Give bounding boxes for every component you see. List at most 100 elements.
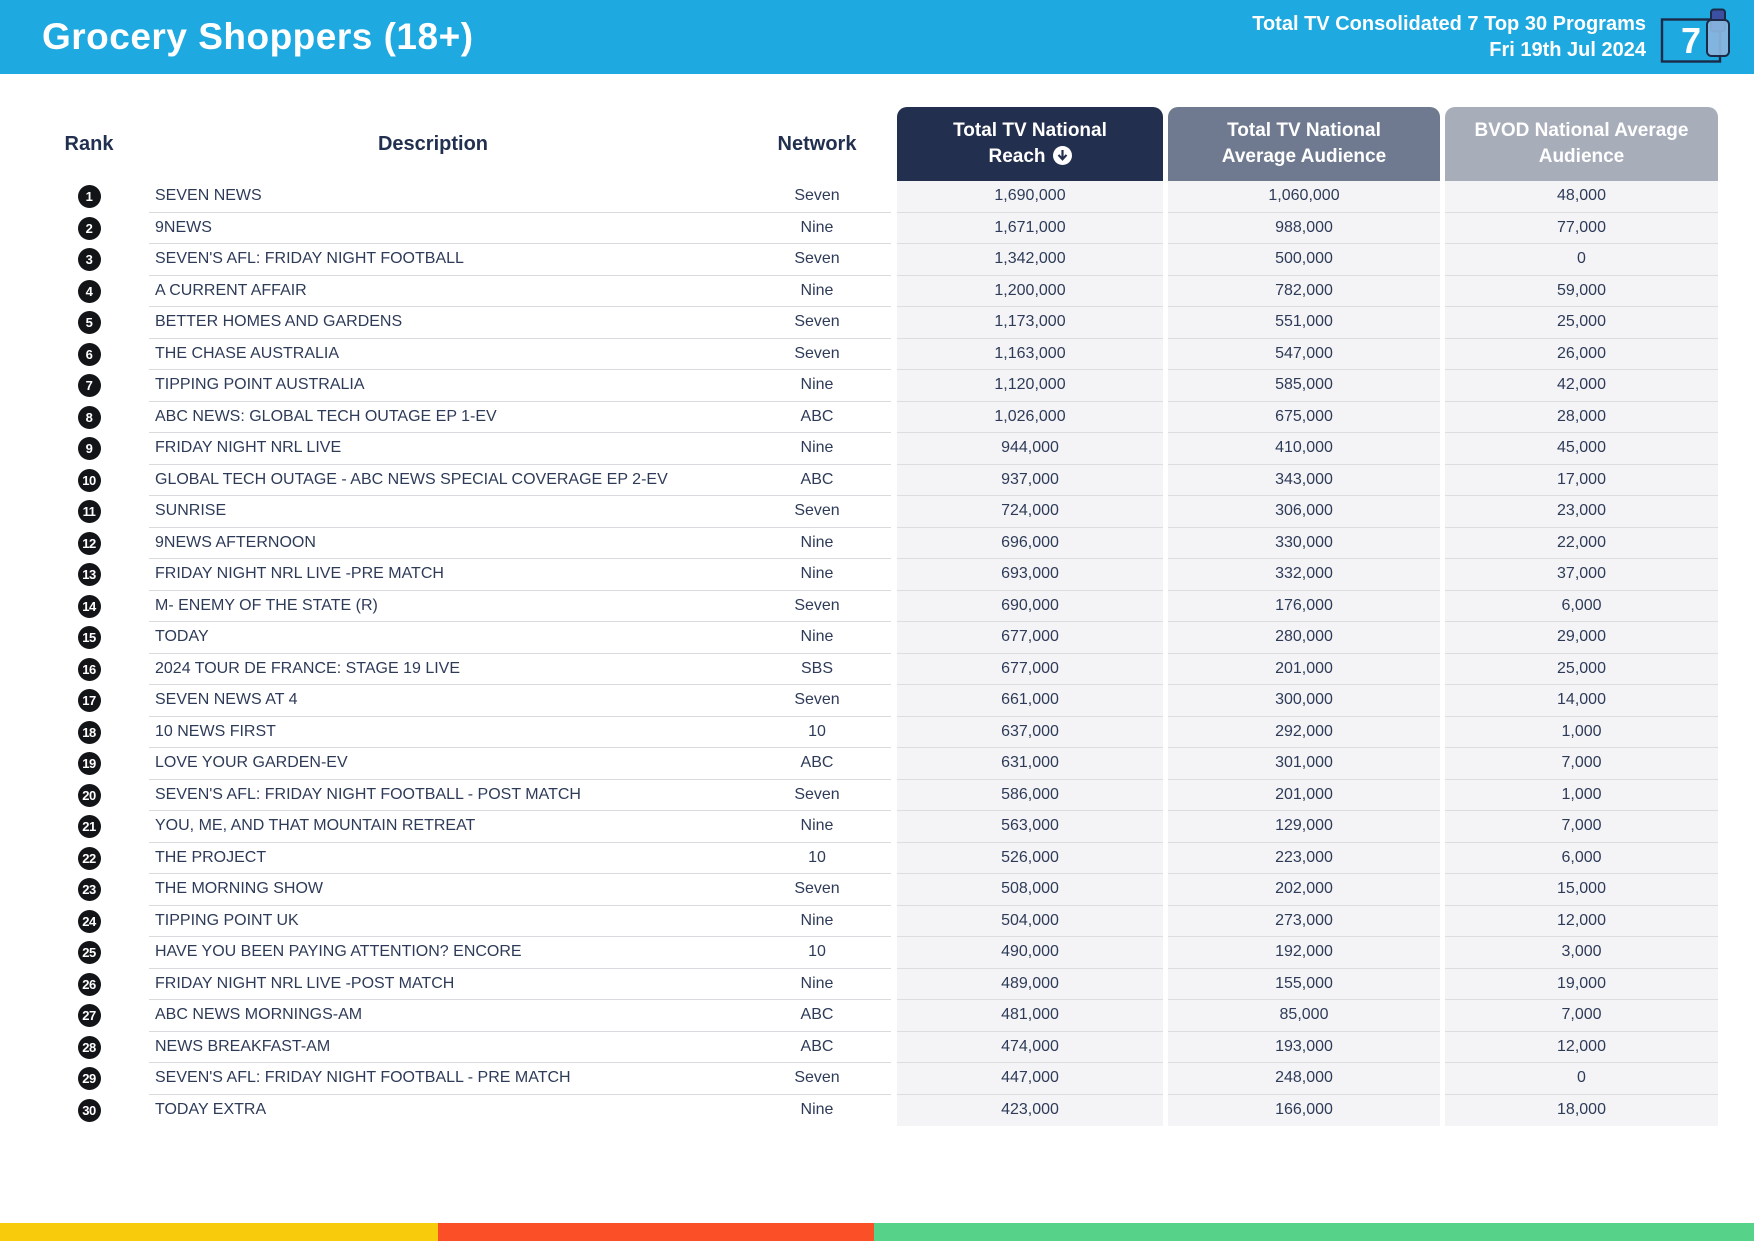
bvod-audience-value: 77,000	[1445, 212, 1718, 244]
avg-audience-value: 547,000	[1168, 338, 1440, 370]
network-name: ABC	[743, 1000, 891, 1032]
network-name: Seven	[743, 780, 891, 811]
reach-value: 661,000	[897, 685, 1163, 717]
rank-badge: 1	[77, 185, 101, 209]
avg-audience-value: 201,000	[1168, 653, 1440, 685]
rank-badge: 7	[77, 374, 101, 398]
program-description: NEWS BREAKFAST-AM	[149, 1032, 743, 1063]
table-row: 18 10 NEWS FIRST 10 637,000 292,000 1,00…	[55, 716, 1718, 748]
rank-badge: 13	[77, 563, 101, 587]
network-name: Seven	[743, 591, 891, 622]
reach-value: 504,000	[897, 905, 1163, 937]
network-name: Nine	[743, 969, 891, 1000]
column-header-avg-audience[interactable]: Total TV National Average Audience	[1168, 107, 1440, 181]
avg-audience-value: 585,000	[1168, 370, 1440, 402]
reach-value: 1,200,000	[897, 275, 1163, 307]
bvod-audience-value: 18,000	[1445, 1094, 1718, 1126]
column-header-reach[interactable]: Total TV National Reach	[897, 107, 1163, 181]
program-description: ABC NEWS: GLOBAL TECH OUTAGE EP 1-EV	[149, 402, 743, 433]
column-header-reach-label: Total TV National Reach	[953, 120, 1107, 167]
reach-value: 690,000	[897, 590, 1163, 622]
reach-value: 526,000	[897, 842, 1163, 874]
avg-audience-value: 176,000	[1168, 590, 1440, 622]
bvod-audience-value: 48,000	[1445, 181, 1718, 213]
rank-badge: 5	[77, 311, 101, 335]
network-name: Nine	[743, 276, 891, 307]
reach-value: 1,690,000	[897, 181, 1163, 213]
table-row: 30 TODAY EXTRA Nine 423,000 166,000 18,0…	[55, 1094, 1718, 1126]
reach-value: 490,000	[897, 937, 1163, 969]
column-header-bvod-audience[interactable]: BVOD National Average Audience	[1445, 107, 1718, 181]
sort-descending-icon[interactable]	[1052, 146, 1072, 165]
top-header-bar: Grocery Shoppers (18+) Total TV Consolid…	[0, 0, 1754, 74]
bvod-audience-value: 19,000	[1445, 968, 1718, 1000]
network-name: 10	[743, 937, 891, 969]
bvod-audience-value: 12,000	[1445, 1031, 1718, 1063]
reach-value: 1,163,000	[897, 338, 1163, 370]
table-row: 8 ABC NEWS: GLOBAL TECH OUTAGE EP 1-EV A…	[55, 401, 1718, 433]
table-row: 11 SUNRISE Seven 724,000 306,000 23,000	[55, 496, 1718, 528]
program-description: THE CHASE AUSTRALIA	[149, 339, 743, 370]
avg-audience-value: 129,000	[1168, 811, 1440, 843]
program-description: 10 NEWS FIRST	[149, 717, 743, 748]
reach-value: 474,000	[897, 1031, 1163, 1063]
avg-audience-value: 85,000	[1168, 1000, 1440, 1032]
tv-and-devices-logo-icon: 7	[1660, 8, 1742, 66]
avg-audience-value: 223,000	[1168, 842, 1440, 874]
avg-audience-value: 782,000	[1168, 275, 1440, 307]
header-right-block: Total TV Consolidated 7 Top 30 Programs …	[1252, 8, 1742, 66]
table-row: 16 2024 TOUR DE FRANCE: STAGE 19 LIVE SB…	[55, 653, 1718, 685]
logo-number: 7	[1681, 20, 1701, 61]
rank-badge: 14	[77, 594, 101, 618]
program-description: SEVEN NEWS AT 4	[149, 685, 743, 717]
reach-value: 677,000	[897, 622, 1163, 654]
bvod-audience-value: 29,000	[1445, 622, 1718, 654]
network-name: Nine	[743, 370, 891, 402]
rank-badge: 10	[77, 468, 101, 492]
table-row: 17 SEVEN NEWS AT 4 Seven 661,000 300,000…	[55, 685, 1718, 717]
network-name: Nine	[743, 811, 891, 843]
table-row: 9 FRIDAY NIGHT NRL LIVE Nine 944,000 410…	[55, 433, 1718, 465]
reach-value: 481,000	[897, 1000, 1163, 1032]
bvod-audience-value: 26,000	[1445, 338, 1718, 370]
table-row: 7 TIPPING POINT AUSTRALIA Nine 1,120,000…	[55, 370, 1718, 402]
column-header-avg-label: Total TV National Average Audience	[1221, 120, 1387, 167]
table-row: 20 SEVEN'S AFL: FRIDAY NIGHT FOOTBALL - …	[55, 779, 1718, 811]
reach-value: 423,000	[897, 1094, 1163, 1126]
reach-value: 677,000	[897, 653, 1163, 685]
column-header-bvod-label: BVOD National Average Audience	[1474, 120, 1689, 167]
rank-badge: 12	[77, 531, 101, 555]
avg-audience-value: 1,060,000	[1168, 181, 1440, 213]
avg-audience-value: 330,000	[1168, 527, 1440, 559]
bvod-audience-value: 7,000	[1445, 1000, 1718, 1032]
rank-badge: 3	[77, 248, 101, 272]
table-row: 26 FRIDAY NIGHT NRL LIVE -POST MATCH Nin…	[55, 968, 1718, 1000]
network-name: Nine	[743, 906, 891, 937]
table-row: 19 LOVE YOUR GARDEN-EV ABC 631,000 301,0…	[55, 748, 1718, 780]
bvod-audience-value: 1,000	[1445, 716, 1718, 748]
table-header-row: Rank Description Network Total TV Nation…	[55, 107, 1718, 181]
bvod-audience-value: 22,000	[1445, 527, 1718, 559]
network-name: 10	[743, 843, 891, 874]
network-name: ABC	[743, 1032, 891, 1063]
table-row: 5 BETTER HOMES AND GARDENS Seven 1,173,0…	[55, 307, 1718, 339]
bvod-audience-value: 25,000	[1445, 653, 1718, 685]
bvod-audience-value: 7,000	[1445, 748, 1718, 780]
bvod-audience-value: 0	[1445, 1063, 1718, 1095]
reach-value: 724,000	[897, 496, 1163, 528]
table-row: 6 THE CHASE AUSTRALIA Seven 1,163,000 54…	[55, 338, 1718, 370]
network-name: Seven	[743, 181, 891, 213]
stripe-segment-red	[438, 1223, 874, 1241]
avg-audience-value: 301,000	[1168, 748, 1440, 780]
program-description: TODAY EXTRA	[155, 1101, 267, 1119]
avg-audience-value: 675,000	[1168, 401, 1440, 433]
reach-value: 637,000	[897, 716, 1163, 748]
program-description: SUNRISE	[149, 496, 743, 528]
table-row: 10 GLOBAL TECH OUTAGE - ABC NEWS SPECIAL…	[55, 464, 1718, 496]
table-row: 14 M- ENEMY OF THE STATE (R) Seven 690,0…	[55, 590, 1718, 622]
avg-audience-value: 500,000	[1168, 244, 1440, 276]
reach-value: 937,000	[897, 464, 1163, 496]
avg-audience-value: 248,000	[1168, 1063, 1440, 1095]
rank-badge: 21	[77, 815, 101, 839]
reach-value: 447,000	[897, 1063, 1163, 1095]
